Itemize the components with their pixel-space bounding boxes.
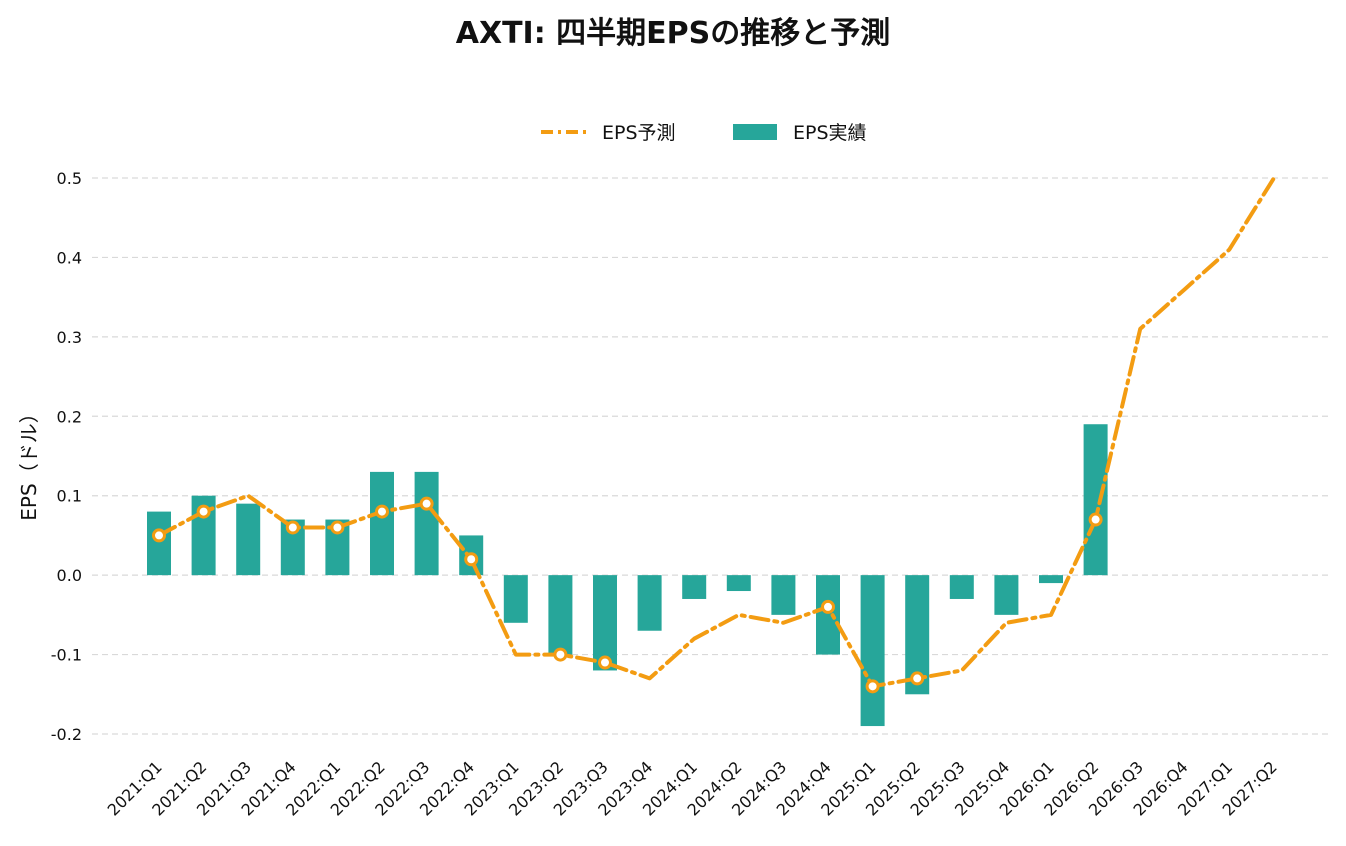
y-tick-label: 0.1 [57, 487, 82, 506]
forecast-point [375, 504, 389, 519]
forecast-point [419, 496, 434, 511]
y-tick-label: 0.4 [57, 248, 82, 267]
y-tick-label: 0.5 [57, 169, 82, 188]
bar [860, 575, 885, 727]
forecast-point [910, 671, 925, 686]
forecast-point [285, 520, 300, 535]
grid-lines [92, 177, 1330, 735]
y-tick-label: 0.2 [57, 407, 82, 426]
x-axis-ticks: 2021:Q12021:Q22021:Q32021:Q42022:Q12022:… [104, 757, 1281, 819]
bar [1039, 575, 1063, 584]
bar [593, 575, 617, 671]
forecast-point [152, 528, 166, 543]
y-tick-label: -0.2 [51, 725, 82, 744]
bar [637, 575, 662, 631]
bar [949, 575, 974, 599]
legend-label-actual: EPS実績 [793, 122, 867, 144]
bar [682, 575, 707, 599]
legend-label-forecast: EPS予測 [602, 122, 676, 144]
line-series [152, 176, 1276, 694]
bar [236, 503, 261, 576]
y-axis-ticks: 0.5 0.4 0.3 0.2 0.1 0.0 -0.1 -0.2 [51, 169, 82, 744]
bar [994, 575, 1019, 615]
forecast-point [464, 552, 479, 567]
chart-title: AXTI: 四半期EPSの推移と予測 [455, 16, 891, 51]
legend-bar-swatch [733, 124, 777, 140]
forecast-point [330, 520, 345, 535]
forecast-point [553, 647, 568, 662]
bar [816, 575, 840, 655]
bar [503, 575, 528, 623]
forecast-point [598, 655, 612, 670]
bar [548, 575, 573, 655]
bar [414, 471, 439, 576]
bar-series [147, 424, 1108, 727]
forecast-line [157, 176, 1276, 689]
forecast-point [196, 504, 211, 519]
forecast-point [821, 599, 835, 614]
bar [1083, 424, 1108, 576]
forecast-point [1088, 512, 1103, 527]
y-axis-title: EPS（ドル） [17, 403, 41, 520]
bar [771, 575, 796, 615]
bar [147, 511, 171, 576]
legend: EPS予測 EPS実績 [541, 122, 867, 144]
y-tick-label: 0.3 [57, 328, 82, 347]
bar [726, 575, 751, 592]
forecast-point [865, 679, 880, 694]
y-tick-label: 0.0 [57, 566, 82, 585]
bar [370, 471, 394, 576]
y-tick-label: -0.1 [51, 646, 82, 665]
